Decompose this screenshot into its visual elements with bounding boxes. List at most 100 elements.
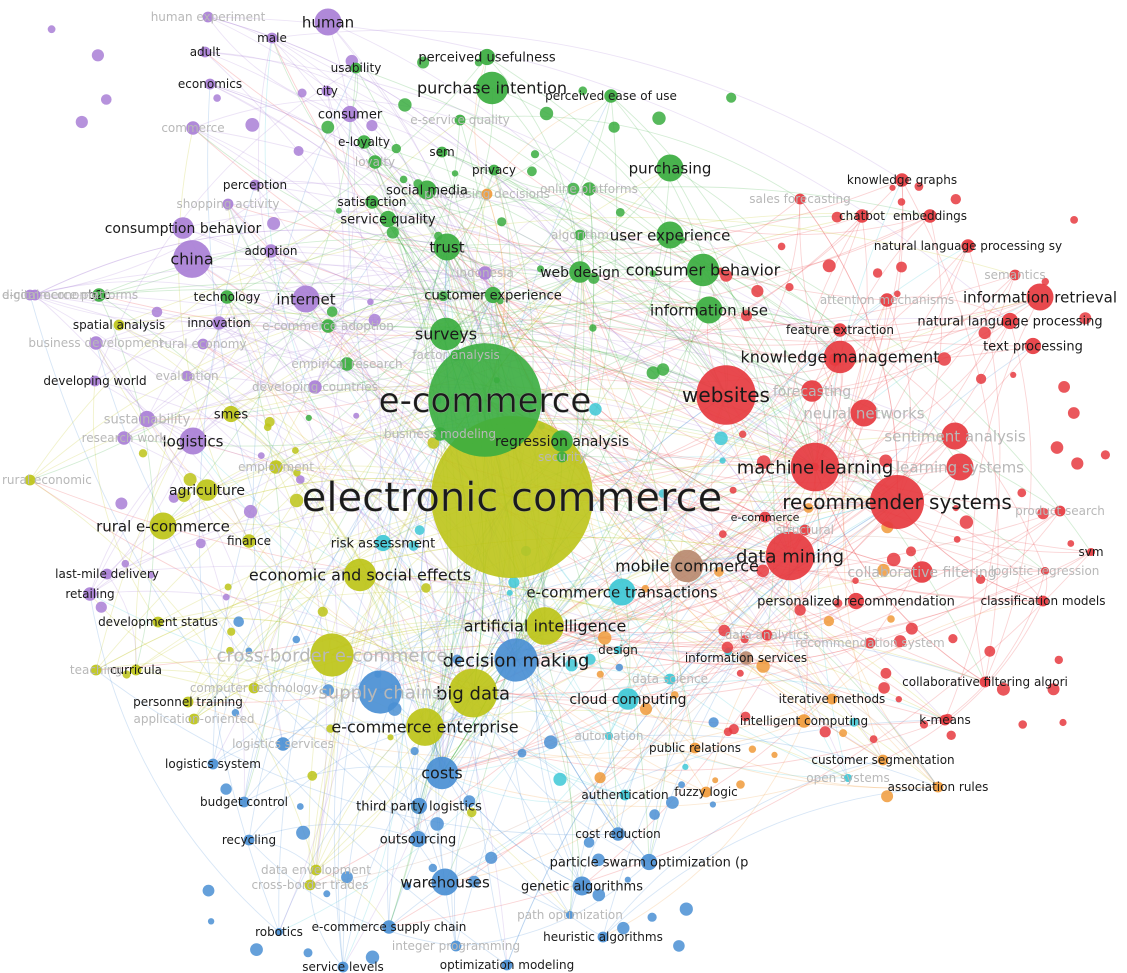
- node-structural[interactable]: [799, 524, 811, 536]
- node-human-experiment[interactable]: [202, 11, 214, 23]
- node-economic-and-social-effects[interactable]: [343, 558, 377, 592]
- keyword-node-unlabeled[interactable]: [183, 473, 197, 486]
- keyword-node-unlabeled[interactable]: [584, 653, 596, 665]
- node-service-quality[interactable]: [379, 210, 397, 228]
- node-e-loyalty[interactable]: [357, 135, 371, 149]
- keyword-node-unlabeled[interactable]: [678, 781, 685, 789]
- keyword-node-unlabeled[interactable]: [615, 663, 623, 672]
- node-service-levels[interactable]: [337, 961, 349, 973]
- keyword-node-unlabeled[interactable]: [592, 888, 606, 902]
- node-learning-systems[interactable]: [946, 453, 974, 481]
- node-research-work[interactable]: [117, 431, 131, 445]
- node-b2c[interactable]: [92, 288, 106, 302]
- keyword-node-unlabeled[interactable]: [463, 795, 476, 808]
- keyword-node-unlabeled[interactable]: [497, 217, 507, 227]
- keyword-node-unlabeled[interactable]: [646, 366, 660, 380]
- node-path-optimization[interactable]: [565, 910, 575, 920]
- keyword-node-unlabeled[interactable]: [937, 352, 951, 366]
- keyword-node-unlabeled[interactable]: [615, 208, 625, 217]
- node-text-processing[interactable]: [1024, 337, 1042, 355]
- node-neural-networks[interactable]: [850, 399, 878, 427]
- keyword-node-unlabeled[interactable]: [220, 783, 232, 795]
- keyword-node-unlabeled[interactable]: [583, 837, 595, 848]
- keyword-node-unlabeled[interactable]: [468, 875, 480, 888]
- node-product-search[interactable]: [1054, 505, 1066, 517]
- node-integer-programming[interactable]: [450, 940, 462, 952]
- keyword-node-unlabeled[interactable]: [578, 86, 588, 96]
- keyword-node-unlabeled[interactable]: [1041, 277, 1050, 286]
- keyword-node-unlabeled[interactable]: [408, 540, 419, 551]
- keyword-node-unlabeled[interactable]: [75, 115, 88, 129]
- keyword-node-unlabeled[interactable]: [292, 635, 301, 644]
- node-retailing[interactable]: [83, 587, 97, 601]
- keyword-node-unlabeled[interactable]: [647, 912, 657, 922]
- node-recycling[interactable]: [243, 834, 255, 846]
- node-attention-mechanisms[interactable]: [880, 293, 894, 307]
- keyword-node-unlabeled[interactable]: [177, 488, 191, 502]
- keyword-node-unlabeled[interactable]: [226, 646, 234, 655]
- node-perceived-ease-of-use[interactable]: [604, 89, 618, 103]
- keyword-node-unlabeled[interactable]: [889, 184, 896, 191]
- node-optimization-modeling[interactable]: [501, 959, 513, 971]
- keyword-node-unlabeled[interactable]: [950, 194, 961, 205]
- node-social-media[interactable]: [417, 180, 437, 200]
- node-indonesia[interactable]: [478, 266, 492, 280]
- node-online-platforms[interactable]: [582, 182, 596, 196]
- node-natural-language-processing-sy[interactable]: [961, 239, 975, 253]
- node-information-use[interactable]: [695, 296, 723, 324]
- keyword-node-unlabeled[interactable]: [213, 94, 221, 102]
- node-curricula[interactable]: [130, 664, 142, 676]
- keyword-node-unlabeled[interactable]: [267, 217, 281, 230]
- node-costs[interactable]: [425, 756, 459, 790]
- keyword-node-unlabeled[interactable]: [709, 801, 717, 808]
- keyword-node-unlabeled[interactable]: [751, 285, 764, 298]
- node-loyalty[interactable]: [368, 155, 382, 169]
- node-rural-e-commerce[interactable]: [149, 512, 177, 540]
- keyword-node-unlabeled[interactable]: [91, 49, 104, 62]
- keyword-node-unlabeled[interactable]: [537, 265, 544, 273]
- node-user-experience[interactable]: [656, 221, 684, 249]
- node-business-modeling[interactable]: [433, 427, 447, 441]
- keyword-node-unlabeled[interactable]: [896, 261, 907, 273]
- node-development-status[interactable]: [152, 616, 164, 628]
- node-classification-models[interactable]: [1037, 595, 1049, 607]
- keyword-node-unlabeled[interactable]: [953, 536, 961, 543]
- keyword-node-unlabeled[interactable]: [679, 902, 693, 916]
- keyword-node-unlabeled[interactable]: [794, 604, 806, 616]
- node-china[interactable]: [173, 240, 211, 278]
- node-e-commerce-platforms[interactable]: [29, 289, 41, 301]
- keyword-node-unlabeled[interactable]: [666, 796, 679, 809]
- node-teaching[interactable]: [90, 664, 102, 676]
- keyword-node-unlabeled[interactable]: [403, 882, 412, 891]
- keyword-node-unlabeled[interactable]: [1047, 683, 1060, 696]
- keyword-node-unlabeled[interactable]: [353, 412, 360, 419]
- node-algorithm[interactable]: [574, 229, 586, 241]
- keyword-node-unlabeled[interactable]: [508, 576, 520, 589]
- keyword-node-unlabeled[interactable]: [231, 709, 240, 717]
- node-websites[interactable]: [696, 365, 756, 425]
- node-purchase-intention[interactable]: [475, 71, 509, 105]
- node-trust[interactable]: [433, 233, 461, 261]
- keyword-node-unlabeled[interactable]: [894, 290, 901, 298]
- node-collaborative-filtering-algori[interactable]: [979, 676, 991, 688]
- node-customer-segmentation[interactable]: [877, 754, 889, 766]
- node-sem[interactable]: [436, 146, 448, 158]
- keyword-node-unlabeled[interactable]: [466, 807, 477, 818]
- keyword-node-unlabeled[interactable]: [233, 616, 244, 627]
- keyword-node-unlabeled[interactable]: [712, 777, 719, 784]
- keyword-node-unlabeled[interactable]: [976, 373, 987, 384]
- node-data-envelopment[interactable]: [310, 864, 322, 876]
- keyword-node-unlabeled[interactable]: [869, 735, 878, 743]
- node-computer-technology[interactable]: [248, 682, 260, 694]
- node-adoption[interactable]: [264, 244, 278, 258]
- node-natural-language-processing[interactable]: [1001, 312, 1019, 330]
- keyword-node-unlabeled[interactable]: [736, 780, 745, 789]
- node-factor-analysis[interactable]: [450, 349, 462, 361]
- keyword-node-unlabeled[interactable]: [307, 770, 318, 781]
- keyword-node-unlabeled[interactable]: [250, 943, 263, 956]
- keyword-node-unlabeled[interactable]: [121, 559, 130, 568]
- node-semantics[interactable]: [1009, 269, 1021, 281]
- keyword-node-unlabeled[interactable]: [975, 574, 986, 584]
- node-rural-economy[interactable]: [197, 338, 209, 350]
- keyword-node-unlabeled[interactable]: [886, 552, 901, 567]
